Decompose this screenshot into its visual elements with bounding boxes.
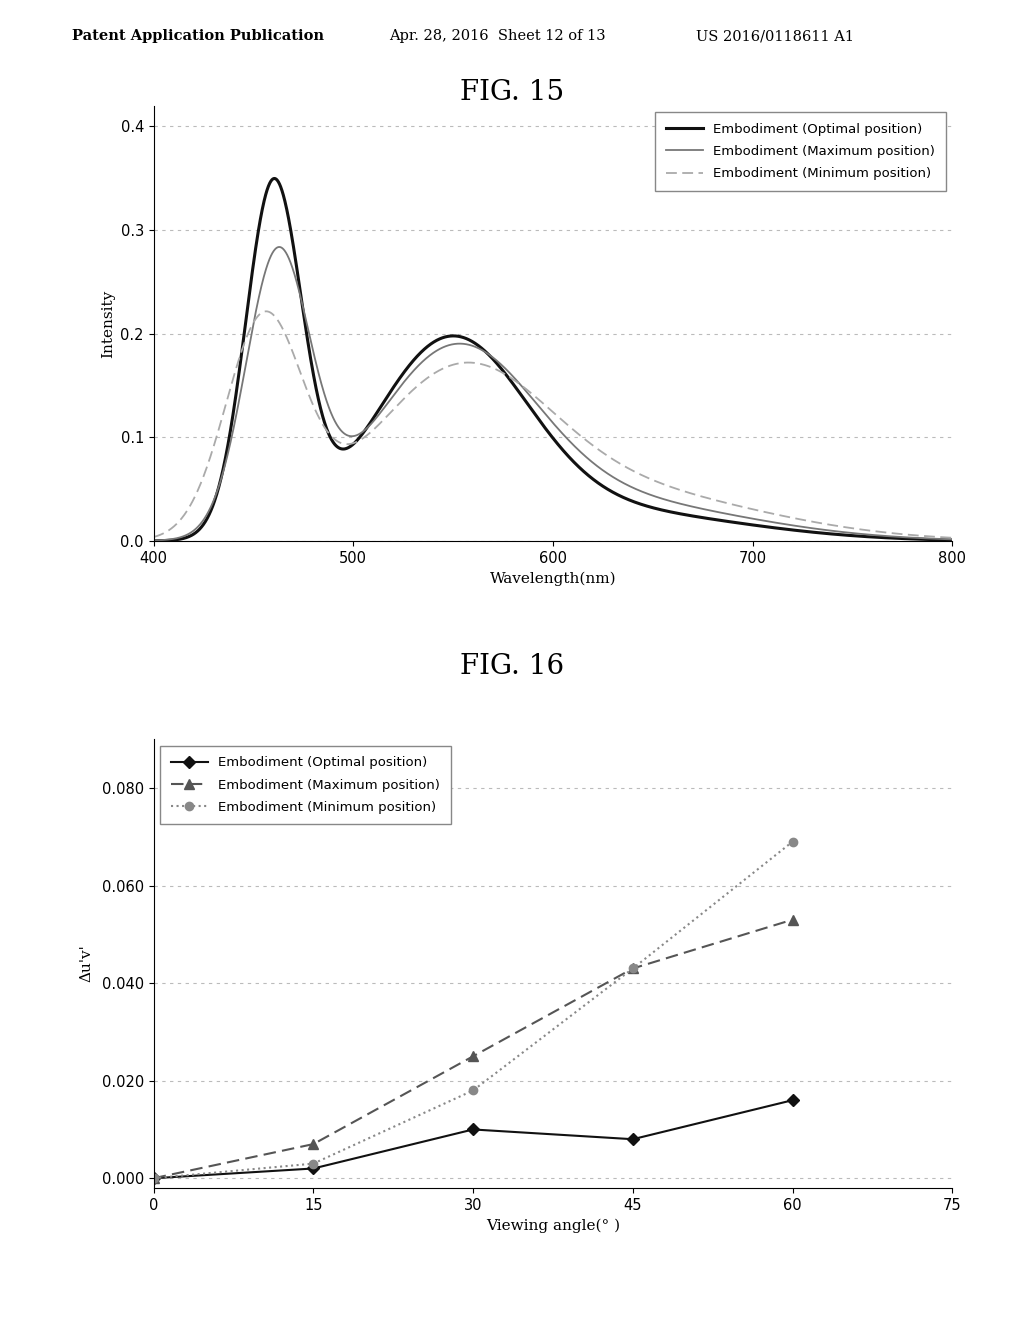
Embodiment (Minimum position) (260, 304, 272, 319)
Embodiment (Maximum position) (467, 1048, 479, 1064)
Line: Embodiment (Optimal position): Embodiment (Optimal position) (154, 178, 952, 541)
Embodiment (Maximum position) (239, 363, 251, 379)
Text: Patent Application Publication: Patent Application Publication (72, 29, 324, 44)
Embodiment (Maximum position) (454, 335, 466, 351)
Embodiment (Optimal position) (786, 1092, 799, 1107)
Embodiment (Minimum position) (307, 1156, 319, 1172)
Embodiment (Minimum position) (946, 529, 958, 545)
Embodiment (Maximum position) (845, 525, 857, 541)
Legend: Embodiment (Optimal position), Embodiment (Maximum position), Embodiment (Minimu: Embodiment (Optimal position), Embodimen… (160, 746, 451, 825)
Embodiment (Maximum position) (946, 532, 958, 548)
X-axis label: Wavelength(nm): Wavelength(nm) (489, 572, 616, 586)
Embodiment (Optimal position) (454, 329, 466, 345)
Embodiment (Optimal position) (845, 528, 857, 544)
Text: FIG. 16: FIG. 16 (460, 653, 564, 680)
Embodiment (Minimum position) (147, 529, 160, 545)
Embodiment (Minimum position) (467, 1082, 479, 1098)
Embodiment (Minimum position) (627, 961, 639, 977)
Embodiment (Optimal position) (268, 170, 281, 186)
Y-axis label: Intensity: Intensity (100, 289, 115, 358)
Embodiment (Minimum position) (454, 355, 466, 371)
Line: Embodiment (Maximum position): Embodiment (Maximum position) (148, 915, 798, 1183)
Embodiment (Maximum position) (931, 531, 943, 546)
Embodiment (Minimum position) (786, 834, 799, 850)
Line: Embodiment (Minimum position): Embodiment (Minimum position) (150, 837, 797, 1183)
Embodiment (Optimal position) (239, 322, 251, 338)
Embodiment (Minimum position) (488, 360, 501, 376)
X-axis label: Viewing angle(° ): Viewing angle(° ) (486, 1218, 620, 1233)
Y-axis label: Δu'v': Δu'v' (79, 945, 93, 982)
Embodiment (Maximum position) (273, 239, 286, 255)
Embodiment (Maximum position) (147, 1171, 160, 1187)
Embodiment (Optimal position) (467, 1122, 479, 1138)
Embodiment (Optimal position) (488, 354, 501, 370)
Embodiment (Optimal position) (147, 533, 160, 549)
Embodiment (Minimum position) (845, 520, 857, 536)
Embodiment (Maximum position) (488, 351, 501, 367)
Embodiment (Maximum position) (627, 961, 639, 977)
Line: Embodiment (Minimum position): Embodiment (Minimum position) (154, 312, 952, 537)
Line: Embodiment (Maximum position): Embodiment (Maximum position) (154, 247, 952, 540)
Embodiment (Optimal position) (931, 532, 943, 548)
Embodiment (Optimal position) (946, 532, 958, 548)
Line: Embodiment (Optimal position): Embodiment (Optimal position) (150, 1096, 797, 1183)
Embodiment (Maximum position) (287, 260, 299, 276)
Text: FIG. 15: FIG. 15 (460, 79, 564, 106)
Embodiment (Minimum position) (287, 343, 299, 359)
Text: US 2016/0118611 A1: US 2016/0118611 A1 (696, 29, 854, 44)
Embodiment (Maximum position) (786, 912, 799, 928)
Legend: Embodiment (Optimal position), Embodiment (Maximum position), Embodiment (Minimu: Embodiment (Optimal position), Embodimen… (655, 112, 946, 191)
Embodiment (Optimal position) (627, 1131, 639, 1147)
Embodiment (Optimal position) (307, 1160, 319, 1176)
Embodiment (Maximum position) (307, 1137, 319, 1152)
Embodiment (Minimum position) (239, 334, 251, 350)
Embodiment (Minimum position) (931, 529, 943, 545)
Text: Apr. 28, 2016  Sheet 12 of 13: Apr. 28, 2016 Sheet 12 of 13 (389, 29, 606, 44)
Embodiment (Minimum position) (147, 1171, 160, 1187)
Embodiment (Maximum position) (147, 532, 160, 548)
Embodiment (Optimal position) (287, 232, 299, 248)
Embodiment (Optimal position) (147, 1171, 160, 1187)
